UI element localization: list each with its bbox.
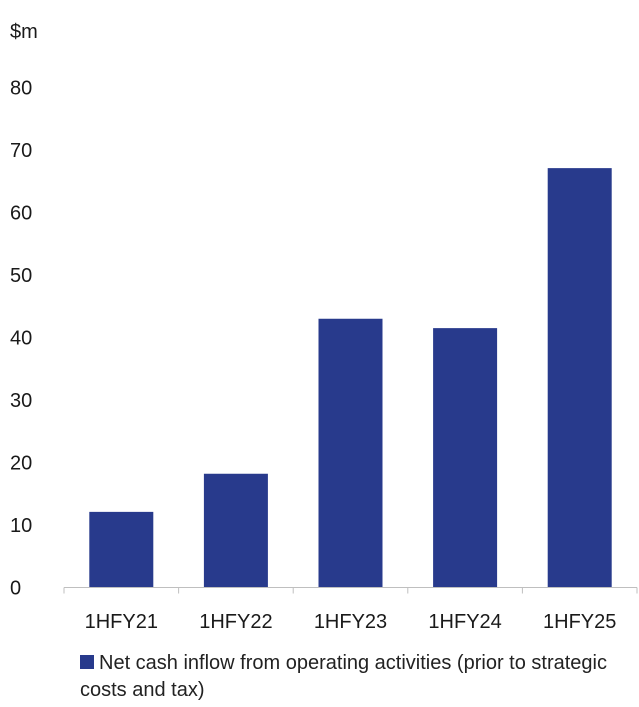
bars	[89, 168, 612, 588]
y-axis-tick-labels: 0 10 20 30 40 50 60 70 80	[10, 78, 32, 600]
y-tick-label: 60	[10, 203, 32, 225]
x-axis-tick-marks	[63, 587, 638, 594]
y-tick-label: 30	[10, 390, 32, 412]
y-tick-label: 80	[10, 78, 32, 100]
bar-1hfy21	[89, 511, 154, 588]
y-unit-label: $m	[10, 21, 38, 43]
x-tick-label: 1HFY23	[314, 611, 387, 633]
bar-1hfy22	[203, 473, 268, 588]
x-tick-label: 1HFY24	[428, 611, 501, 633]
bar-1hfy25	[547, 168, 612, 588]
bar-1hfy24	[433, 328, 498, 588]
x-tick-label: 1HFY21	[85, 611, 158, 633]
x-axis-tick-labels: 1HFY21 1HFY22 1HFY23 1HFY24 1HFY25	[85, 611, 617, 633]
legend-swatch	[80, 655, 94, 669]
y-tick-label: 20	[10, 453, 32, 475]
x-tick-label: 1HFY22	[199, 611, 272, 633]
bar-1hfy23	[318, 318, 383, 588]
legend: Net cash inflow from operating activitie…	[80, 650, 635, 704]
y-tick-label: 50	[10, 265, 32, 287]
legend-label: Net cash inflow from operating activitie…	[80, 652, 607, 701]
x-tick-label: 1HFY25	[543, 611, 616, 633]
y-tick-label: 10	[10, 515, 32, 537]
y-tick-label: 40	[10, 328, 32, 350]
y-tick-label: 70	[10, 140, 32, 162]
y-tick-label: 0	[10, 578, 21, 600]
